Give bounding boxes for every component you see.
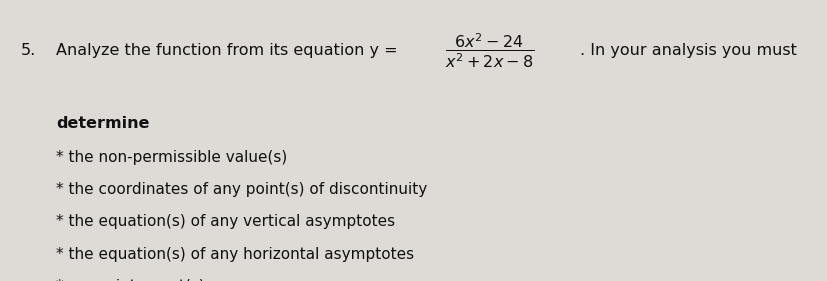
Text: Analyze the function from its equation y =: Analyze the function from its equation y… xyxy=(56,43,398,58)
Text: * any x-intercept(s): * any x-intercept(s) xyxy=(56,279,205,281)
Text: * the equation(s) of any horizontal asymptotes: * the equation(s) of any horizontal asym… xyxy=(56,247,414,262)
Text: $\dfrac{6x^2-24}{x^2+2x-8}$: $\dfrac{6x^2-24}{x^2+2x-8}$ xyxy=(445,31,534,70)
Text: * the coordinates of any point(s) of discontinuity: * the coordinates of any point(s) of dis… xyxy=(56,182,427,197)
Text: * the equation(s) of any vertical asymptotes: * the equation(s) of any vertical asympt… xyxy=(56,214,395,230)
Text: 5.: 5. xyxy=(21,43,36,58)
Text: * the non-permissible value(s): * the non-permissible value(s) xyxy=(56,150,287,165)
Text: determine: determine xyxy=(56,116,150,131)
Text: . In your analysis you must: . In your analysis you must xyxy=(579,43,796,58)
